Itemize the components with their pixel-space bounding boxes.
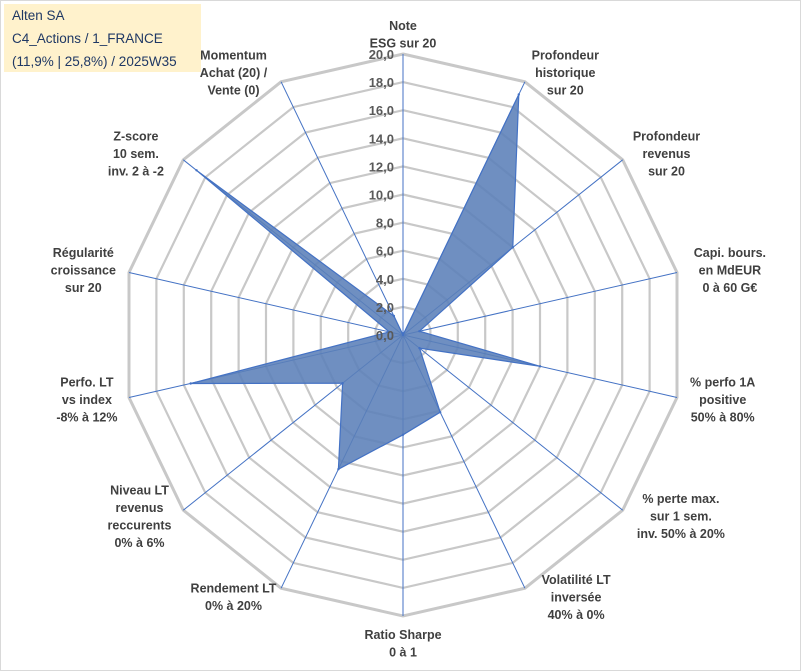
axis-label-line: reccurents [108,518,172,532]
axis-label: Régularité croissance sur 20 [51,246,116,295]
series-point [517,93,520,96]
axis-label-line: Momentum [200,49,267,63]
series-point [195,169,198,172]
tick-label: 20,0 [369,47,394,62]
series-point [189,382,192,385]
series-point [388,330,391,334]
tick-label: 4,0 [376,272,394,287]
series-point [511,246,514,249]
axis-label-line: 0 à 60 G€ [702,281,757,295]
axis-label-line: inv. 50% à 20% [637,527,725,541]
axis-label-line: sur 20 [547,84,584,98]
axis-label-line: vs index [62,393,112,407]
axis-label-line: % perfo 1A [690,376,755,390]
axis-label: Niveau LT revenus reccurents 0% à 6% [108,483,172,550]
radar-spoke [402,272,678,336]
axis-label-line: 0% à 20% [205,599,262,613]
axis-label: Note ESG sur 20 [370,19,437,51]
axis-label-line: inversée [551,590,602,604]
info-box: Alten SA C4_Actions / 1_FRANCE (11,9% | … [4,4,201,72]
axis-label-line: Achat (20) / [200,66,268,80]
axis-label: Rendement LT 0% à 20% [191,582,277,614]
axis-label-line: revenus [643,147,691,161]
axis-label-line: sur 20 [65,281,102,295]
axis-label: % perfo 1A positive 50% à 80% [690,376,755,425]
axis-label: Volatilité LT inversée 40% à 0% [542,573,611,622]
axis-label-line: Rendement LT [191,582,277,596]
axis-label-line: sur 1 sem. [650,510,712,524]
axis-label-line: 0% à 6% [114,536,164,550]
radar-spoke [402,334,624,511]
axis-label: Momentum Achat (20) / Vente (0) [200,49,268,98]
axis-label-line: Régularité [53,246,114,260]
axis-label-line: positive [699,393,746,407]
axis-label-line: Note [389,19,417,33]
axis-label-line: 50% à 80% [691,411,755,425]
tick-label: 0,0 [376,328,394,343]
radar-axis-labels: Note ESG sur 20 Profondeur historique sur 20… [51,19,766,660]
axis-label: Perfo. LT vs index -8% à 12% [56,376,117,425]
axis-label: Capi. bours. en MdEUR 0 à 60 G€ [694,246,766,295]
radar-tick-labels: 0,0 2,0 4,0 6,0 8,0 10,0 12,0 14,0 16,0 18,0 20,0 [369,47,394,343]
series-point [341,382,344,385]
axis-label-line: revenus [116,501,164,515]
series-point [401,433,405,436]
series-point [337,468,340,471]
axis-label-line: en MdEUR [699,264,762,278]
axis-label-line: sur 20 [648,164,685,178]
series-point [418,330,421,333]
series-point [538,365,542,368]
axis-label: Profondeur historique sur 20 [532,49,599,98]
axis-label: Z-score 10 sem. inv. 2 à -2 [108,129,164,178]
axis-label-line: Profondeur [633,129,700,143]
tick-label: 10,0 [369,188,394,203]
axis-label: % perte max. sur 1 sem. inv. 50% à 20% [637,492,725,541]
axis-label-line: Z-score [113,129,158,143]
info-company-name: Alten SA [12,8,65,23]
axis-label-line: 0 à 1 [389,646,417,660]
info-performance: (11,9% | 25,8%) / 2025W35 [12,54,177,69]
series-point [401,333,405,337]
axis-label-line: historique [535,66,595,80]
info-category: C4_Actions / 1_FRANCE [12,31,163,46]
tick-label: 18,0 [369,75,394,90]
tick-label: 16,0 [369,103,394,118]
axis-label-line: Vente (0) [207,84,259,98]
tick-label: 14,0 [369,131,394,146]
axis-label-line: inv. 2 à -2 [108,164,164,178]
axis-label-line: ESG sur 20 [370,37,437,51]
axis-label-line: Niveau LT [110,483,169,497]
radar-spoke [128,272,404,336]
axis-label: Profondeur revenus sur 20 [633,129,700,178]
series-point [418,346,421,350]
axis-label-line: Ratio Sharpe [364,628,441,642]
series-area [190,94,541,471]
axis-label-line: 10 sem. [113,147,159,161]
axis-label-line: Perfo. LT [60,376,114,390]
axis-label-line: Profondeur [532,49,599,63]
series-point [392,314,396,318]
axis-label-line: Volatilité LT [542,573,611,587]
axis-label-line: -8% à 12% [56,411,117,425]
axis-label: Ratio Sharpe 0 à 1 [364,628,441,660]
radar-series [189,93,542,471]
tick-label: 8,0 [376,216,394,231]
tick-label: 2,0 [376,300,394,315]
radar-spoke [280,81,404,336]
tick-label: 12,0 [369,159,394,174]
tick-label: 6,0 [376,244,394,259]
axis-label-line: 40% à 0% [548,608,605,622]
axis-label-line: Capi. bours. [694,246,766,260]
axis-label-line: croissance [51,264,116,278]
series-point [439,411,442,414]
axis-label-line: % perte max. [642,492,719,506]
